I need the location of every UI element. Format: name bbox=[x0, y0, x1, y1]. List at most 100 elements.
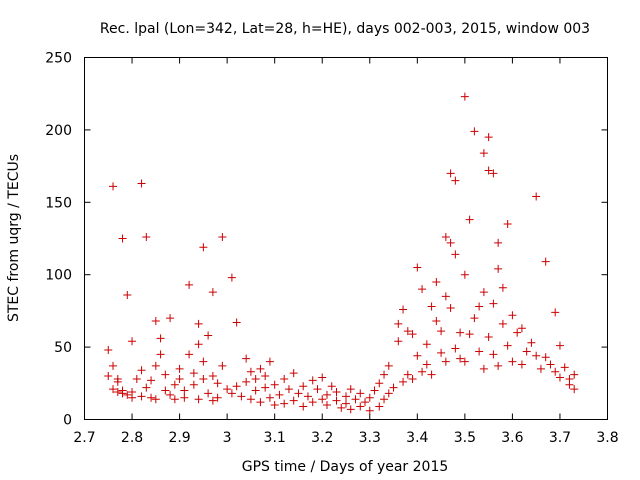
data-point bbox=[470, 127, 479, 136]
data-point bbox=[242, 354, 251, 363]
data-point bbox=[185, 280, 194, 289]
data-point bbox=[389, 383, 398, 392]
data-point bbox=[128, 337, 137, 346]
data-point bbox=[199, 243, 208, 252]
data-point bbox=[489, 299, 498, 308]
data-point bbox=[475, 302, 484, 311]
data-point bbox=[532, 351, 541, 360]
data-point bbox=[484, 332, 493, 341]
data-point bbox=[242, 377, 251, 386]
data-point bbox=[180, 386, 189, 395]
data-point bbox=[460, 92, 469, 101]
x-tick-label: 3.8 bbox=[596, 430, 618, 446]
data-point bbox=[479, 149, 488, 158]
data-point bbox=[441, 292, 450, 301]
data-point bbox=[109, 361, 118, 370]
data-point bbox=[132, 374, 141, 383]
y-tick-label: 250 bbox=[45, 51, 72, 67]
data-point bbox=[408, 374, 417, 383]
data-point bbox=[356, 389, 365, 398]
data-point bbox=[170, 395, 179, 404]
x-axis: 2.7 2.8 2.9 3 3.1 3.2 3.3 3.4 3.5 3.6 3.7 3.8 bbox=[73, 57, 619, 446]
data-point bbox=[532, 192, 541, 201]
data-point bbox=[246, 367, 255, 376]
data-point bbox=[118, 234, 127, 243]
data-point bbox=[113, 377, 122, 386]
data-point bbox=[142, 383, 151, 392]
data-point bbox=[380, 370, 389, 379]
data-point bbox=[189, 369, 198, 378]
data-point bbox=[223, 385, 232, 394]
data-point bbox=[441, 233, 450, 242]
data-point bbox=[142, 233, 151, 242]
x-axis-label: GPS time / Days of year 2015 bbox=[242, 459, 449, 475]
data-point bbox=[479, 288, 488, 297]
data-point bbox=[437, 327, 446, 336]
data-point bbox=[503, 220, 512, 229]
data-points bbox=[104, 92, 579, 415]
data-point bbox=[555, 341, 564, 350]
data-point bbox=[365, 393, 374, 402]
data-point bbox=[541, 353, 550, 362]
x-tick-label: 3.5 bbox=[454, 430, 476, 446]
data-point bbox=[555, 373, 564, 382]
data-point bbox=[284, 385, 293, 394]
data-point bbox=[170, 380, 179, 389]
data-point bbox=[128, 387, 137, 396]
data-point bbox=[351, 395, 360, 404]
data-point bbox=[204, 331, 213, 340]
data-point bbox=[289, 369, 298, 378]
data-point bbox=[318, 373, 327, 382]
data-point bbox=[265, 357, 274, 366]
data-point bbox=[560, 363, 569, 372]
data-point bbox=[399, 377, 408, 386]
data-point bbox=[208, 396, 217, 405]
data-point bbox=[451, 344, 460, 353]
data-point bbox=[227, 273, 236, 282]
data-point bbox=[408, 330, 417, 339]
y-tick-label: 150 bbox=[45, 195, 72, 211]
data-point bbox=[394, 337, 403, 346]
data-point bbox=[185, 350, 194, 359]
data-point bbox=[194, 340, 203, 349]
data-point bbox=[251, 374, 260, 383]
data-point bbox=[418, 367, 427, 376]
data-point bbox=[156, 350, 165, 359]
data-point bbox=[570, 370, 579, 379]
data-point bbox=[313, 385, 322, 394]
data-point bbox=[460, 270, 469, 279]
data-point bbox=[418, 285, 427, 294]
data-point bbox=[479, 364, 488, 373]
data-point bbox=[194, 395, 203, 404]
data-point bbox=[137, 366, 146, 375]
data-point bbox=[413, 263, 422, 272]
data-point bbox=[227, 389, 236, 398]
data-point bbox=[123, 390, 132, 399]
data-point bbox=[166, 390, 175, 399]
data-point bbox=[427, 302, 436, 311]
data-point bbox=[503, 341, 512, 350]
data-point bbox=[199, 374, 208, 383]
data-point bbox=[109, 385, 118, 394]
data-point bbox=[451, 250, 460, 259]
data-point bbox=[204, 389, 213, 398]
data-point bbox=[303, 392, 312, 401]
data-point bbox=[432, 317, 441, 326]
data-point bbox=[380, 395, 389, 404]
data-point bbox=[441, 357, 450, 366]
data-point bbox=[213, 393, 222, 402]
data-point bbox=[460, 357, 469, 366]
data-point bbox=[256, 398, 265, 407]
data-point bbox=[446, 304, 455, 313]
data-point bbox=[413, 351, 422, 360]
data-point bbox=[513, 328, 522, 337]
data-point bbox=[208, 288, 217, 297]
data-point bbox=[322, 401, 331, 410]
data-point bbox=[280, 374, 289, 383]
x-tick-label: 3.1 bbox=[264, 430, 286, 446]
data-point bbox=[109, 182, 118, 191]
data-point bbox=[437, 348, 446, 357]
data-point bbox=[489, 169, 498, 178]
data-point bbox=[551, 308, 560, 317]
data-point bbox=[280, 399, 289, 408]
